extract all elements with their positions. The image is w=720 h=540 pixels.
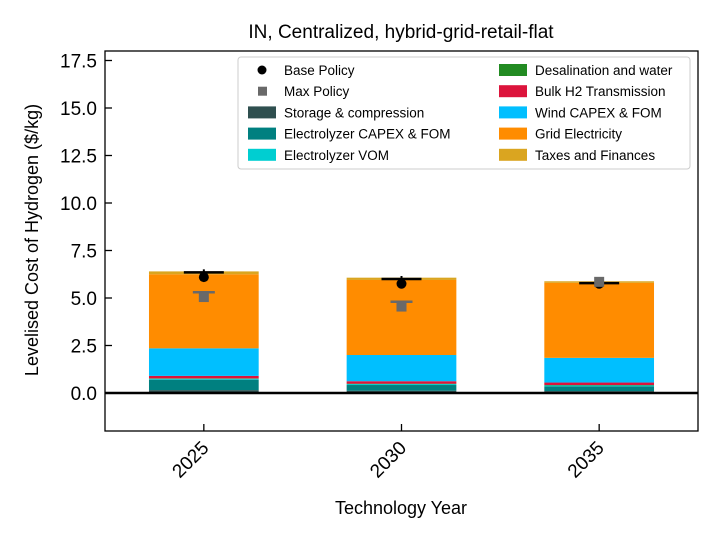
legend-swatch [248,148,276,161]
bar-segment [544,386,655,392]
legend-swatch [499,127,527,140]
y-tick-label: 2.5 [71,337,97,358]
y-tick-label: 12.5 [60,147,97,168]
base-policy-marker [396,278,407,289]
legend-label: Max Policy [284,84,350,99]
bar-segment [346,381,457,384]
base-policy-marker [198,272,209,283]
legend: Base Policy Max Policy Storage & compressi… [237,56,691,170]
bar-segment [148,378,259,380]
legend-label: Electrolyzer VOM [284,148,389,163]
bar-segment [346,279,457,355]
legend-box [237,56,691,170]
legend-label: Electrolyzer CAPEX & FOM [284,127,451,142]
bar-segment [148,274,259,349]
bar-segment [544,385,655,387]
legend-marker [257,65,267,75]
legend-label: Bulk H2 Transmission [535,84,666,99]
bar-segment [148,375,259,379]
y-tick-label: 15.0 [60,99,97,120]
legend-marker [258,86,267,96]
bar-segment [346,385,457,391]
bar-segment [544,282,655,358]
legend-label: Base Policy [284,63,355,78]
legend-label: Taxes and Finances [535,148,655,163]
max-policy-marker [198,292,209,303]
legend-label: Storage & compression [284,105,424,120]
legend-label: Desalination and water [535,63,673,78]
bar-segment [346,355,457,382]
max-policy-marker [594,276,605,287]
bar-segment [148,379,259,391]
legend-label: Grid Electricity [535,127,622,142]
legend-label: Wind CAPEX & FOM [535,105,662,120]
y-tick-label: 0.0 [71,384,97,405]
y-tick-label: 7.5 [71,242,97,263]
y-tick-label: 10.0 [60,194,97,215]
bar-segment [148,348,259,376]
chart-title: IN, Centralized, hybrid-grid-retail-flat [248,22,554,43]
legend-swatch [248,127,276,140]
bar-segment [148,390,259,393]
bar-segment [346,384,457,386]
legend-swatch [499,106,527,119]
x-axis-label: Technology Year [335,498,467,518]
legend-swatch [499,64,527,76]
bar-segment [544,357,655,383]
y-tick-label: 17.5 [60,52,97,73]
legend-swatch [499,85,527,98]
max-policy-marker [396,301,407,312]
y-axis-label: Levelised Cost of Hydrogen ($/kg) [22,104,42,376]
y-tick-label: 5.0 [71,289,97,310]
bar-segment [544,382,655,386]
legend-swatch [248,106,276,119]
legend-swatch [499,148,527,161]
